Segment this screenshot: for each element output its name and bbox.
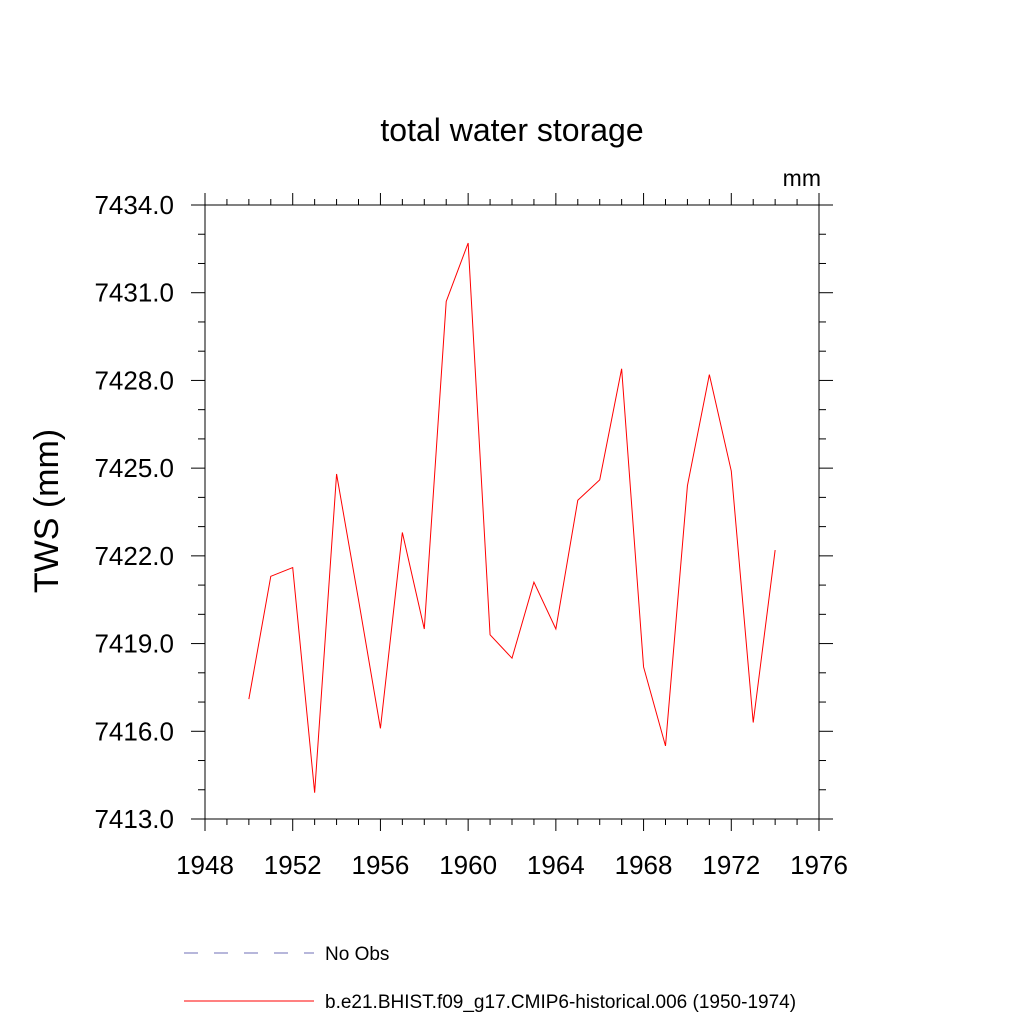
legend-label-1: b.e21.BHIST.f09_g17.CMIP6-historical.006… <box>325 992 796 1013</box>
x-tick-label: 1972 <box>702 850 760 880</box>
y-tick-label: 7419.0 <box>94 629 174 659</box>
y-tick-label: 7425.0 <box>94 453 174 483</box>
y-tick-label: 7428.0 <box>94 365 174 395</box>
series-line-0 <box>248 242 776 793</box>
x-tick-label: 1976 <box>790 850 848 880</box>
y-tick-label: 7413.0 <box>94 804 174 834</box>
y-tick-label: 7422.0 <box>94 541 174 571</box>
x-tick-label: 1968 <box>615 850 673 880</box>
x-tick-label: 1952 <box>264 850 322 880</box>
chart-title: total water storage <box>380 112 643 148</box>
x-tick-label: 1956 <box>352 850 410 880</box>
x-tick-label: 1964 <box>527 850 585 880</box>
y-tick-label: 7431.0 <box>94 278 174 308</box>
legend: No Obs b.e21.BHIST.f09_g17.CMIP6-historic… <box>184 944 796 1013</box>
plot-area <box>248 242 776 793</box>
y-tick-label: 7416.0 <box>94 716 174 746</box>
x-tick-label: 1960 <box>439 850 497 880</box>
y-axis-label: TWS (mm) <box>28 429 66 593</box>
legend-label-0: No Obs <box>325 944 389 965</box>
plot-frame <box>204 204 820 820</box>
axes: 1948 1952 1956 1960 1964 1968 1972 1976 7413.0 74… <box>94 190 847 880</box>
units-label: mm <box>783 165 821 191</box>
x-tick-label: 1948 <box>176 850 234 880</box>
y-tick-label: 7434.0 <box>94 190 174 220</box>
